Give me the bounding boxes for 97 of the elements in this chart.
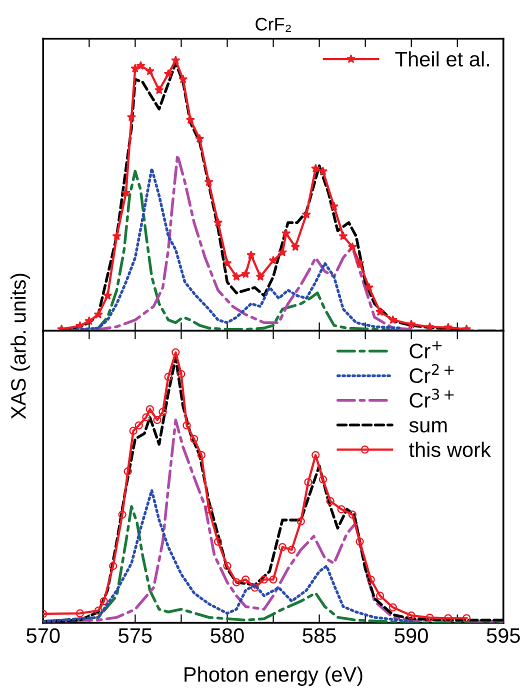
point [232,272,242,281]
point [214,538,222,546]
point [444,322,453,331]
point [337,505,346,514]
point [171,56,180,64]
x-tick-label: 570 [26,628,60,643]
point [296,517,305,526]
point [164,69,173,78]
point [268,256,278,264]
point [318,475,328,484]
point [108,562,118,570]
point [153,416,162,424]
point [213,218,223,227]
x-tick-label: 585 [302,628,336,643]
point [290,242,300,251]
point [260,575,268,584]
point [124,467,132,476]
point [406,319,416,328]
point [338,231,348,240]
x-tick-label: 580 [210,628,244,643]
point [182,421,191,430]
point [118,510,126,519]
point [242,575,250,584]
chart-title: CrF₂ [256,18,291,32]
point [246,250,256,260]
point [326,497,334,506]
point [146,405,154,414]
legend-label: Cr$^{2+}$ [410,364,454,384]
point [94,606,102,615]
point [232,578,241,586]
point [100,597,108,606]
point [388,315,398,324]
point [121,188,131,197]
point [195,134,204,143]
x-tick-label: 575 [118,628,152,643]
point [190,434,198,444]
point [282,228,291,238]
point [278,542,287,552]
legend-label: Cr$^{3+}$ [410,388,454,408]
point [462,614,471,622]
point [76,609,84,618]
x-tick-label: 595 [486,628,520,643]
point [425,322,434,331]
point [158,408,167,416]
point [204,177,214,186]
point [444,614,452,622]
legend-label: this work [409,442,491,458]
legend-label: Theil et al. [395,51,489,67]
point [250,584,259,592]
point [222,258,232,268]
point [329,202,339,210]
point [426,614,434,622]
point [312,451,320,460]
point [462,324,472,331]
point [94,310,103,319]
legend-label: sum [409,421,447,432]
legend-label: Cr$^{+}$ [410,341,442,358]
point [388,603,398,612]
point [197,451,206,460]
point [407,611,416,620]
point [364,282,374,292]
point [204,505,213,514]
point [348,510,357,519]
point [241,269,250,278]
point [172,348,180,357]
point [145,66,154,76]
point [318,166,328,176]
point [375,307,385,316]
point [223,562,232,570]
point [136,61,146,70]
point [269,575,278,584]
point [154,85,164,94]
point [356,538,364,546]
point [186,115,195,124]
point [84,316,94,326]
point [311,164,320,173]
point [256,272,265,281]
point [376,592,384,600]
x-axis-title: Photon energy (eV) [184,666,362,686]
point [102,290,112,300]
point [134,421,143,430]
point [178,74,188,84]
point [164,372,172,381]
point [129,426,138,435]
y-axis-title: XAS (arb. units) [10,274,30,420]
point [348,242,358,251]
point [302,210,311,219]
point [112,231,122,240]
point [142,413,150,422]
point [278,248,288,256]
x-tick-label: 590 [394,628,428,643]
point [355,258,364,268]
point [288,546,296,554]
point [177,370,186,378]
point [304,478,312,486]
point [366,575,375,584]
point [126,112,136,122]
